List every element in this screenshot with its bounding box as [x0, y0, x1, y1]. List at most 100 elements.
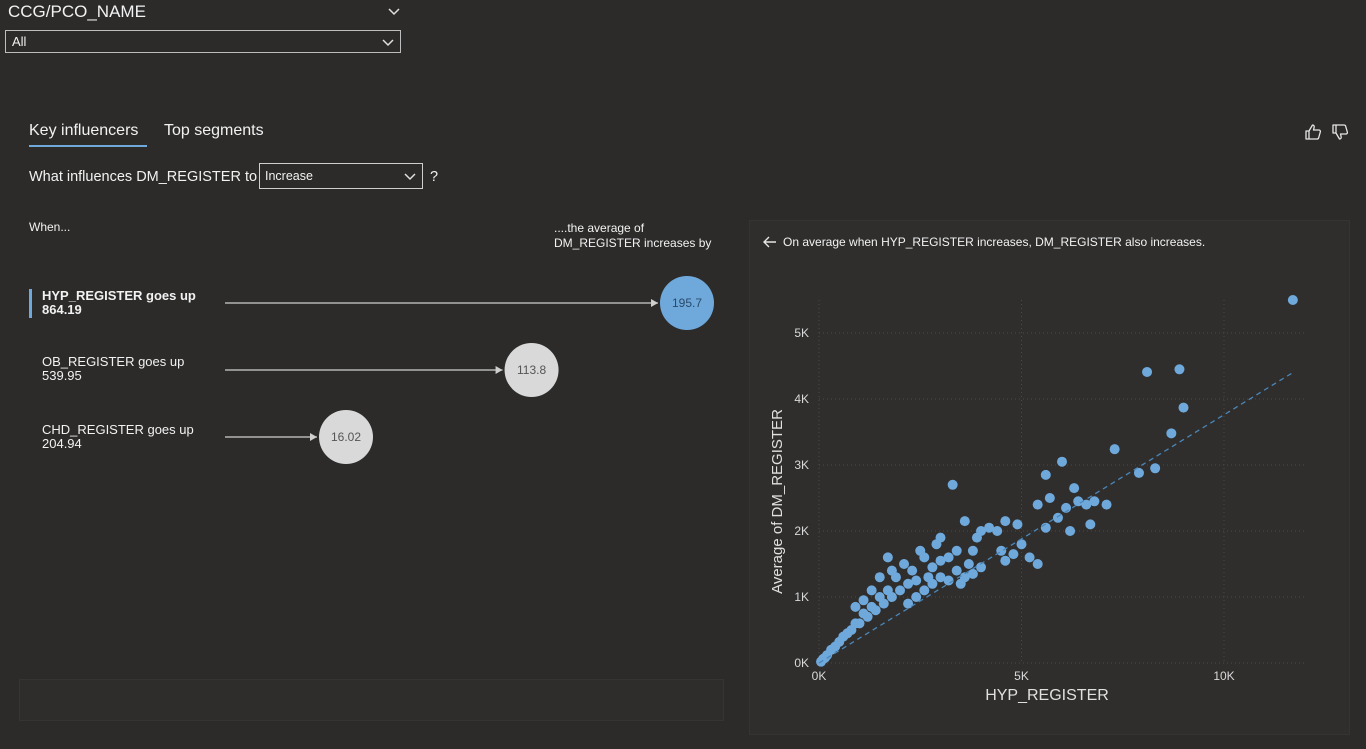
data-point	[1040, 469, 1051, 480]
data-point	[943, 552, 954, 563]
data-point	[1287, 295, 1298, 305]
bubble-value-label: 195.7	[672, 296, 702, 310]
influencer-amount: 864.19	[42, 302, 82, 317]
influencer-amount: 539.95	[42, 368, 82, 383]
trend-line	[818, 372, 1294, 664]
y-axis-label: Average of DM_REGISTER	[769, 409, 786, 594]
thumbs-up-icon[interactable]	[1303, 122, 1323, 142]
chevron-down-icon	[404, 173, 416, 181]
data-point	[919, 585, 930, 596]
influencer-bubbles: 195.7 113.8 16.02	[225, 276, 714, 464]
influencer-bubble	[504, 343, 559, 397]
bubble-value-label: 16.02	[331, 430, 361, 444]
data-point	[935, 572, 946, 583]
data-point	[1016, 539, 1027, 550]
data-point	[886, 565, 897, 576]
data-point	[1057, 456, 1067, 467]
x-tick-label: 0K	[812, 669, 827, 683]
arrow-head-icon	[495, 366, 503, 374]
data-point	[911, 592, 922, 602]
data-point	[903, 578, 914, 589]
data-point	[1101, 499, 1112, 510]
y-tick-label: 2K	[794, 524, 809, 538]
data-point	[1044, 493, 1055, 503]
data-point	[935, 555, 946, 566]
data-point	[1142, 366, 1153, 377]
data-point	[915, 545, 926, 556]
x-tick-label: 5K	[1014, 669, 1029, 683]
data-point	[1069, 483, 1080, 494]
data-point	[1150, 463, 1161, 474]
data-point	[1052, 512, 1063, 523]
direction-dropdown-value: Increase	[265, 169, 313, 183]
data-point	[963, 559, 974, 569]
data-point	[931, 539, 942, 550]
thumbs-down-icon[interactable]	[1330, 122, 1350, 142]
data-point	[895, 585, 905, 596]
tab-top-segments[interactable]: Top segments	[164, 122, 264, 139]
data-point	[866, 585, 877, 596]
data-point	[996, 545, 1007, 556]
data-point	[874, 572, 885, 583]
data-point	[943, 575, 954, 586]
data-point	[1073, 496, 1084, 507]
y-tick-label: 4K	[794, 392, 809, 406]
influencer-bubble	[319, 410, 373, 464]
data-point	[882, 585, 893, 596]
data-point	[1065, 526, 1076, 536]
data-point	[1012, 519, 1023, 530]
data-point	[874, 592, 885, 602]
data-point	[1178, 402, 1189, 413]
data-point	[1032, 499, 1043, 510]
question-prefix: What influences DM_REGISTER to	[29, 169, 258, 185]
data-point	[882, 552, 893, 563]
data-point	[1109, 444, 1120, 455]
data-point	[947, 479, 958, 490]
data-point	[1166, 428, 1177, 439]
y-tick-label: 3K	[794, 458, 809, 472]
influencer-amount: 204.94	[42, 436, 82, 451]
influencer-item-ob[interactable]: OB_REGISTER goes up 539.95	[42, 355, 184, 383]
selected-influencer-indicator	[29, 289, 32, 318]
data-point	[911, 575, 922, 586]
direction-dropdown[interactable]: Increase	[259, 163, 423, 189]
data-point	[907, 565, 918, 576]
arrow-head-icon	[651, 299, 658, 307]
data-point	[1174, 364, 1185, 375]
data-point	[858, 608, 869, 619]
slicer-selected-value: All	[12, 34, 27, 49]
data-point	[1032, 559, 1043, 569]
influencer-label: HYP_REGISTER goes up	[42, 288, 196, 303]
chevron-down-icon[interactable]	[386, 3, 402, 19]
question-suffix: ?	[430, 169, 439, 185]
data-point	[1085, 519, 1096, 530]
y-tick-label: 1K	[794, 590, 809, 604]
influencer-item-hyp[interactable]: HYP_REGISTER goes up 864.19	[42, 289, 196, 317]
y-tick-label: 0K	[794, 656, 809, 670]
chevron-down-icon	[382, 39, 394, 47]
empty-region	[19, 679, 724, 721]
data-point	[967, 545, 978, 556]
data-point	[1000, 516, 1011, 527]
data-point	[967, 568, 978, 579]
data-point	[1000, 555, 1011, 566]
slicer-dropdown[interactable]: All	[5, 30, 401, 53]
x-axis-label: HYP_REGISTER	[985, 687, 1109, 704]
average-header: ....the average of DM_REGISTER increases…	[554, 221, 712, 250]
data-point	[1024, 552, 1035, 563]
data-point	[992, 526, 1003, 536]
influencer-label: CHD_REGISTER goes up	[42, 422, 194, 437]
data-point	[1133, 467, 1144, 478]
back-arrow-icon[interactable]	[762, 235, 778, 249]
bubble-value-label: 113.8	[517, 363, 546, 377]
data-point	[984, 522, 995, 533]
data-point	[1081, 499, 1092, 510]
data-point	[903, 598, 914, 609]
scatter-chart: 0K 1K 2K 3K 4K 5K 0K 5K 10K HYP_REGISTER Average o…	[769, 295, 1305, 704]
when-header: When...	[29, 220, 71, 234]
data-point	[959, 572, 970, 583]
detail-message: On average when HYP_REGISTER increases, …	[783, 235, 1206, 249]
influencer-item-chd[interactable]: CHD_REGISTER goes up 204.94	[42, 423, 194, 451]
tab-key-influencers[interactable]: Key influencers	[29, 122, 139, 139]
data-point	[927, 578, 938, 589]
